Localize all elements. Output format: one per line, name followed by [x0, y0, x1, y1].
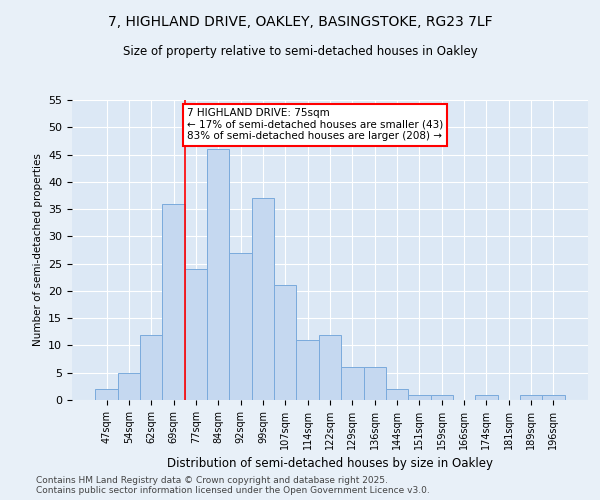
Bar [95, 389, 118, 400]
Text: 7, HIGHLAND DRIVE, OAKLEY, BASINGSTOKE, RG23 7LF: 7, HIGHLAND DRIVE, OAKLEY, BASINGSTOKE, … [107, 15, 493, 29]
X-axis label: Distribution of semi-detached houses by size in Oakley: Distribution of semi-detached houses by … [167, 458, 493, 470]
Bar [431, 394, 453, 400]
Bar [118, 372, 140, 400]
Bar [319, 334, 341, 400]
Bar [364, 368, 386, 400]
Bar [229, 252, 252, 400]
Text: Contains HM Land Registry data © Crown copyright and database right 2025.
Contai: Contains HM Land Registry data © Crown c… [36, 476, 430, 495]
Bar [341, 368, 364, 400]
Bar [185, 269, 207, 400]
Bar [408, 394, 431, 400]
Bar [296, 340, 319, 400]
Bar [542, 394, 565, 400]
Bar [274, 286, 296, 400]
Text: Size of property relative to semi-detached houses in Oakley: Size of property relative to semi-detach… [122, 45, 478, 58]
Bar [207, 149, 229, 400]
Bar [475, 394, 497, 400]
Text: 7 HIGHLAND DRIVE: 75sqm
← 17% of semi-detached houses are smaller (43)
83% of se: 7 HIGHLAND DRIVE: 75sqm ← 17% of semi-de… [187, 108, 443, 142]
Bar [252, 198, 274, 400]
Bar [140, 334, 163, 400]
Bar [386, 389, 408, 400]
Bar [163, 204, 185, 400]
Bar [520, 394, 542, 400]
Y-axis label: Number of semi-detached properties: Number of semi-detached properties [32, 154, 43, 346]
